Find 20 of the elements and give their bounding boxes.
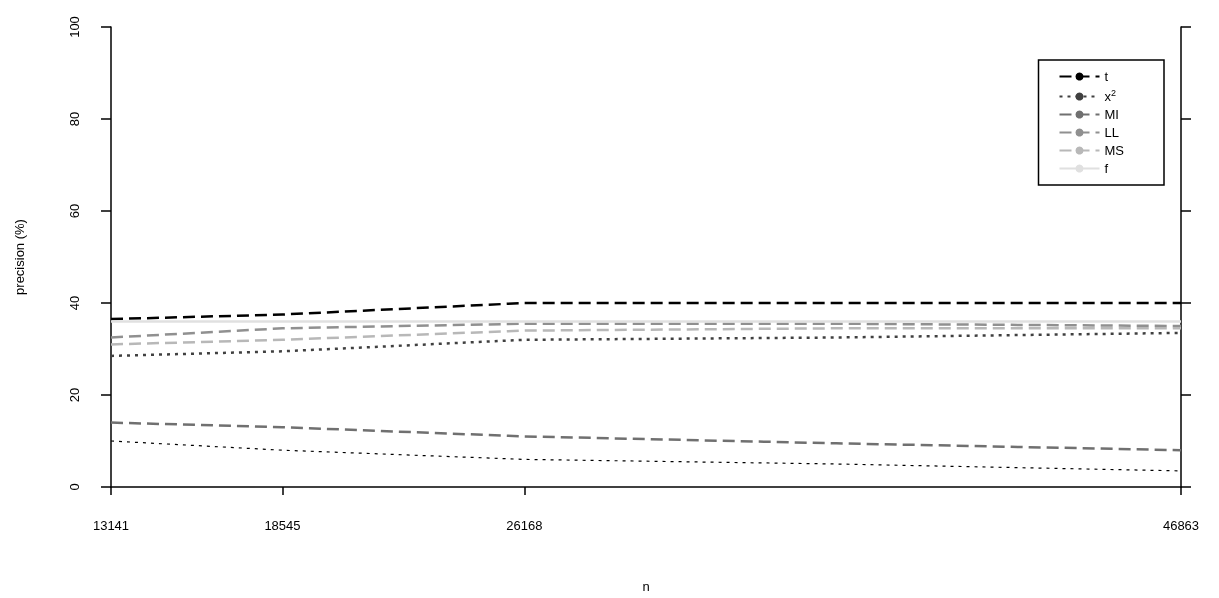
legend-label: MS [1104,143,1125,158]
legend-label: t [1104,69,1109,84]
y-tick-label: 0 [67,483,82,491]
legend-label: MI [1104,107,1119,122]
line-series [109,322,1183,339]
legend-label: f [1104,161,1109,176]
x-tick-label: 18545 [264,518,301,533]
x-tick-label: 26168 [506,518,543,533]
y-tick-label: 100 [67,16,82,38]
line-series [109,327,1183,346]
line-series [109,421,1183,452]
x-axis-title: n [642,579,650,594]
y-axis-title: precision (%) [12,219,27,295]
y-tick-label: 60 [67,203,82,219]
y-tick-label: 40 [67,295,82,311]
y-tick-label: 20 [67,387,82,403]
legend-label: LL [1104,125,1119,140]
x-tick-label: 13141 [92,518,130,533]
x-tick-label: 46863 [1162,518,1200,533]
y-tick-label: 80 [67,111,82,127]
